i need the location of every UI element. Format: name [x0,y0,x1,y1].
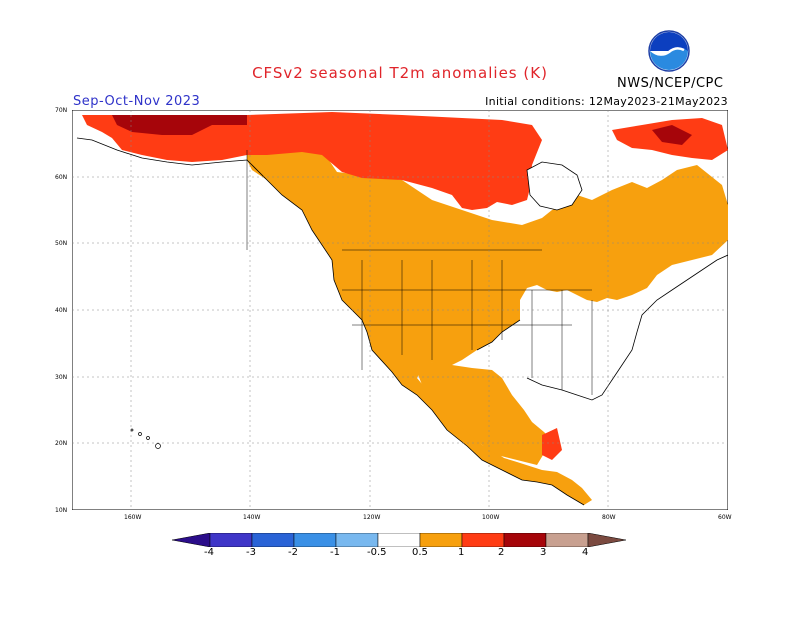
hawaii-islands [130,428,161,449]
coastlines [76,137,728,506]
anomaly-region-darkred [112,115,247,135]
initial-conditions-label: Initial conditions: 12May2023-21May2023 [485,95,728,108]
lat-label-50: 50N [55,240,68,247]
lon-label-60w: 60W [718,514,732,521]
legend-swatch [461,533,505,547]
agency-label: NWS/NCEP/CPC [617,76,724,91]
graticule [72,110,728,510]
legend-swatch [545,533,589,547]
legend-label: 0.5 [412,547,428,558]
lon-label-120w: 120W [363,514,381,521]
lat-label-10: 10N [55,507,68,514]
legend-swatch [293,533,337,547]
political-boundaries [246,150,593,395]
legend-label: -3 [246,547,256,558]
legend-swatch [209,533,253,547]
lon-label-140w: 140W [243,514,261,521]
lat-label-40: 40N [55,307,68,314]
legend-label: 2 [498,547,505,558]
season-label: Sep-Oct-Nov 2023 [73,94,201,109]
legend-arrow-high [587,533,627,547]
legend-label: -0.5 [367,547,387,558]
legend-label: 3 [540,547,547,558]
anomaly-region-orange [247,150,728,505]
hudson-bay [527,162,582,210]
lon-label-160w: 160W [124,514,142,521]
anomaly-region-neutral [504,298,637,400]
anomaly-region-darkred [652,125,692,145]
lat-label-20: 20N [55,440,68,447]
legend-swatch [251,533,295,547]
legend-label: 4 [582,547,589,558]
map-title: CFSv2 seasonal T2m anomalies (K) [252,64,548,82]
lat-label-30: 30N [55,374,68,381]
legend-swatch [377,533,421,547]
legend-arrow-low [172,533,211,547]
legend-label: -2 [288,547,298,558]
anomaly-region-red [82,112,542,210]
anomaly-map [72,110,728,510]
anomaly-region-orange [402,362,552,465]
lat-label-60: 60N [55,174,68,181]
legend-label: -1 [330,547,340,558]
lat-label-70: 70N [55,107,68,114]
legend-label: -4 [204,547,214,558]
lon-label-100w: 100W [482,514,500,521]
lon-label-80w: 80W [602,514,616,521]
legend-swatch [419,533,463,547]
noaa-logo [648,30,690,72]
legend-label: 1 [458,547,465,558]
legend-swatch [335,533,379,547]
legend-colorbar [172,533,627,547]
anomaly-region-red [542,428,562,460]
legend-swatch [503,533,547,547]
